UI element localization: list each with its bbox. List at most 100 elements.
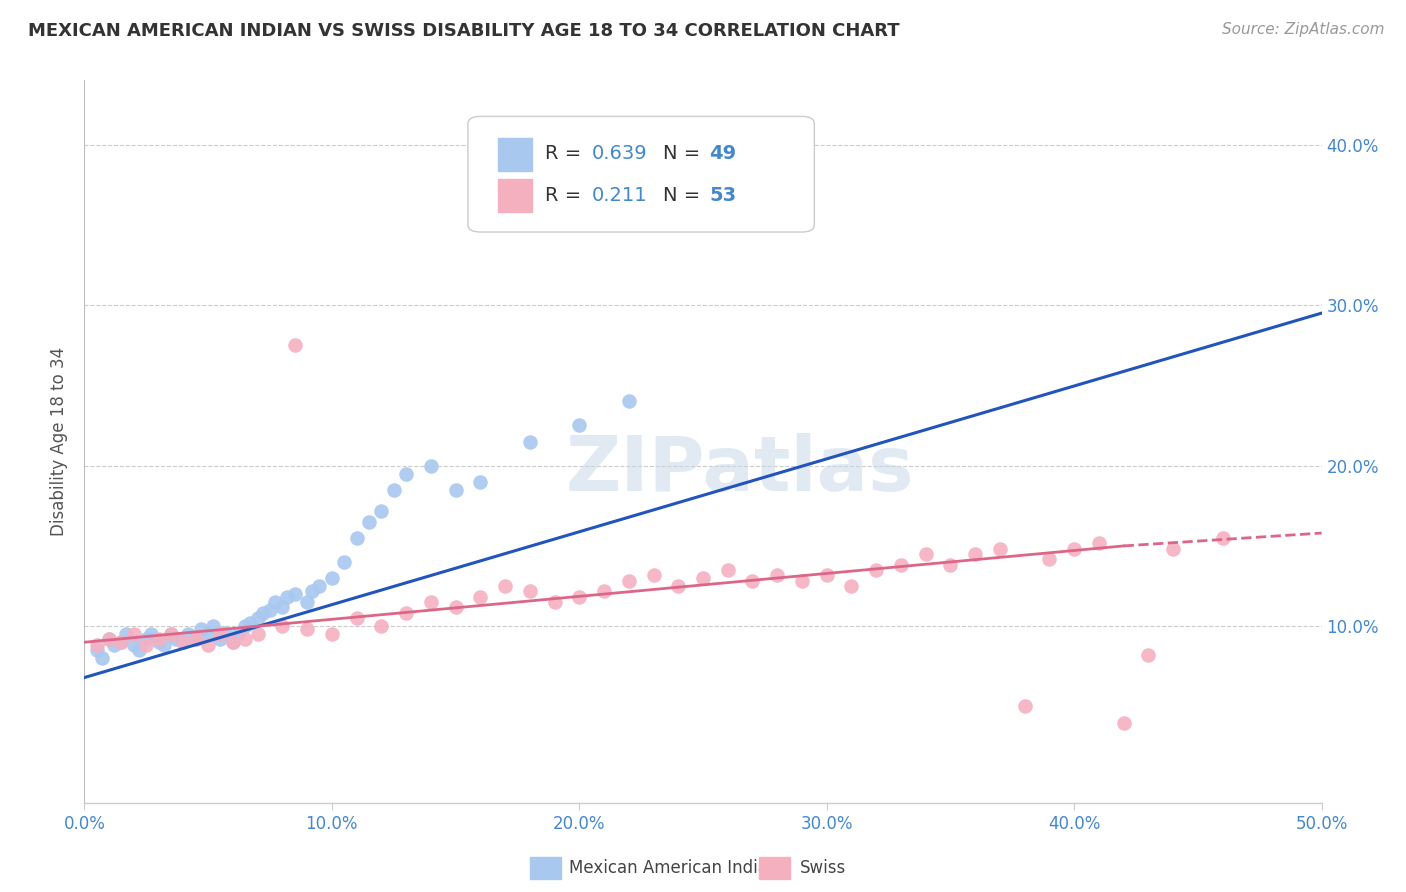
Point [284,587,307,601]
Text: Swiss: Swiss [800,859,846,877]
Point [184,632,207,646]
Point [1088,535,1111,549]
Point [543,595,565,609]
Text: R =: R = [544,186,593,205]
Point [122,627,145,641]
Point [86,643,108,657]
Point [214,625,236,640]
Point [172,635,194,649]
Point [1161,542,1184,557]
Point [346,531,368,545]
Point [148,635,170,649]
Point [165,632,187,646]
Point [444,483,467,497]
Text: R =: R = [544,145,588,163]
Point [890,558,912,573]
Point [346,611,368,625]
Point [246,611,269,625]
Point [395,467,418,481]
Point [419,595,441,609]
Text: N =: N = [664,145,707,163]
Point [209,627,232,641]
Point [1212,531,1234,545]
Point [115,627,138,641]
Point [246,627,269,641]
Point [741,574,763,589]
Point [519,583,541,598]
Point [308,579,330,593]
Point [617,574,640,589]
Point [692,571,714,585]
Point [239,615,262,630]
Point [470,475,492,489]
Point [1137,648,1160,662]
Point [202,619,225,633]
Point [184,632,207,646]
Point [1014,699,1036,714]
Point [160,627,183,641]
Point [965,547,987,561]
Point [135,639,157,653]
Bar [759,857,790,879]
Text: 53: 53 [709,186,737,205]
Point [259,603,281,617]
Point [122,639,145,653]
Point [988,542,1011,557]
Point [128,643,150,657]
Text: MEXICAN AMERICAN INDIAN VS SWISS DISABILITY AGE 18 TO 34 CORRELATION CHART: MEXICAN AMERICAN INDIAN VS SWISS DISABIL… [28,22,900,40]
Point [914,547,936,561]
Point [222,635,245,649]
Point [357,515,380,529]
Point [110,635,132,649]
Point [419,458,441,473]
Point [197,639,219,653]
Point [103,639,125,653]
FancyBboxPatch shape [468,116,814,232]
Point [233,619,256,633]
Point [226,627,249,641]
Point [160,627,183,641]
Point [519,434,541,449]
Point [321,571,343,585]
Point [370,619,392,633]
Point [1112,715,1135,730]
Point [98,632,121,646]
Bar [530,857,561,879]
Point [370,503,392,517]
Text: ZIPatlas: ZIPatlas [565,434,914,508]
Point [295,623,318,637]
Point [110,635,132,649]
Point [252,607,274,621]
Point [939,558,962,573]
Point [1038,551,1060,566]
Point [86,639,108,653]
Point [172,635,194,649]
Point [790,574,813,589]
Text: Source: ZipAtlas.com: Source: ZipAtlas.com [1222,22,1385,37]
Point [90,651,112,665]
Point [222,635,245,649]
Bar [498,179,533,211]
Point [271,619,294,633]
Y-axis label: Disability Age 18 to 34: Disability Age 18 to 34 [51,347,69,536]
Point [152,639,174,653]
Text: 49: 49 [709,145,737,163]
Point [470,591,492,605]
Point [494,579,516,593]
Point [301,583,323,598]
Point [209,632,232,646]
Point [643,567,665,582]
Point [271,599,294,614]
Point [717,563,740,577]
Point [333,555,356,569]
Point [568,418,591,433]
Point [295,595,318,609]
Text: N =: N = [664,186,707,205]
Point [766,567,789,582]
Point [197,627,219,641]
Point [177,627,200,641]
Point [233,632,256,646]
Text: 0.211: 0.211 [592,186,647,205]
Point [276,591,298,605]
Point [382,483,405,497]
